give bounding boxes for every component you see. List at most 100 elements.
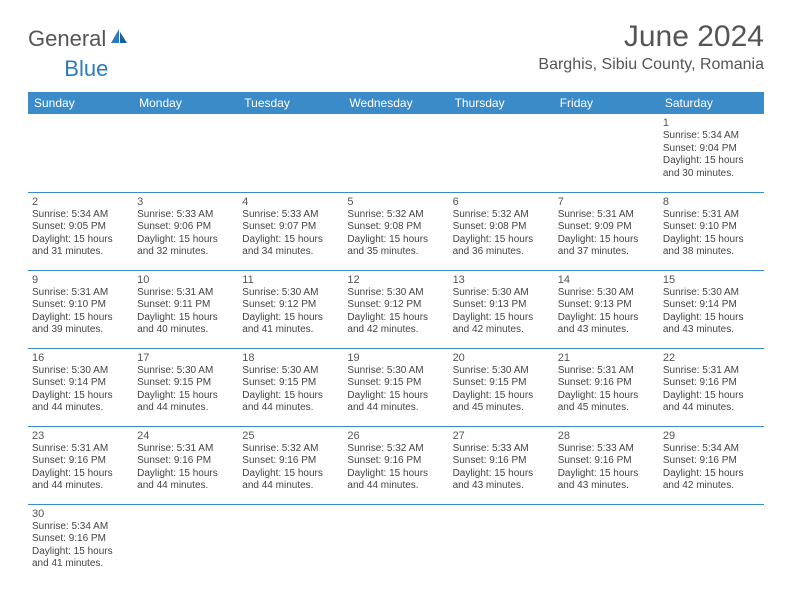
calendar-empty xyxy=(343,114,448,192)
day-number: 6 xyxy=(453,196,550,208)
calendar-day: 23Sunrise: 5:31 AMSunset: 9:16 PMDayligh… xyxy=(28,426,133,504)
day-info: Sunrise: 5:30 AMSunset: 9:15 PMDaylight:… xyxy=(137,365,234,415)
day-info: Sunrise: 5:31 AMSunset: 9:16 PMDaylight:… xyxy=(137,443,234,493)
calendar-day: 25Sunrise: 5:32 AMSunset: 9:16 PMDayligh… xyxy=(238,426,343,504)
day-number: 22 xyxy=(663,352,760,364)
day-number: 25 xyxy=(242,430,339,442)
calendar-day: 16Sunrise: 5:30 AMSunset: 9:14 PMDayligh… xyxy=(28,348,133,426)
calendar-empty xyxy=(554,114,659,192)
day-number: 8 xyxy=(663,196,760,208)
day-info: Sunrise: 5:31 AMSunset: 9:16 PMDaylight:… xyxy=(32,443,129,493)
calendar-empty xyxy=(133,504,238,582)
calendar-day: 22Sunrise: 5:31 AMSunset: 9:16 PMDayligh… xyxy=(659,348,764,426)
weekday-header: Sunday xyxy=(28,92,133,114)
logo-text-general: General xyxy=(28,26,106,52)
day-number: 1 xyxy=(663,117,760,129)
day-number: 15 xyxy=(663,274,760,286)
weekday-header: Thursday xyxy=(449,92,554,114)
day-number: 12 xyxy=(347,274,444,286)
day-number: 23 xyxy=(32,430,129,442)
weekday-header: Monday xyxy=(133,92,238,114)
day-info: Sunrise: 5:32 AMSunset: 9:08 PMDaylight:… xyxy=(453,209,550,259)
day-number: 17 xyxy=(137,352,234,364)
day-number: 19 xyxy=(347,352,444,364)
logo: General xyxy=(28,26,131,52)
day-info: Sunrise: 5:34 AMSunset: 9:16 PMDaylight:… xyxy=(663,443,760,493)
calendar-day: 30Sunrise: 5:34 AMSunset: 9:16 PMDayligh… xyxy=(28,504,133,582)
calendar-table: SundayMondayTuesdayWednesdayThursdayFrid… xyxy=(28,92,764,582)
calendar-day: 8Sunrise: 5:31 AMSunset: 9:10 PMDaylight… xyxy=(659,192,764,270)
calendar-day: 1Sunrise: 5:34 AMSunset: 9:04 PMDaylight… xyxy=(659,114,764,192)
calendar-empty xyxy=(449,504,554,582)
day-info: Sunrise: 5:33 AMSunset: 9:07 PMDaylight:… xyxy=(242,209,339,259)
calendar-day: 18Sunrise: 5:30 AMSunset: 9:15 PMDayligh… xyxy=(238,348,343,426)
day-number: 24 xyxy=(137,430,234,442)
calendar-row: 2Sunrise: 5:34 AMSunset: 9:05 PMDaylight… xyxy=(28,192,764,270)
calendar-empty xyxy=(238,504,343,582)
day-number: 3 xyxy=(137,196,234,208)
logo-text-blue: Blue xyxy=(64,56,108,82)
day-info: Sunrise: 5:31 AMSunset: 9:10 PMDaylight:… xyxy=(32,287,129,337)
calendar-day: 27Sunrise: 5:33 AMSunset: 9:16 PMDayligh… xyxy=(449,426,554,504)
weekday-header: Wednesday xyxy=(343,92,448,114)
calendar-body: 1Sunrise: 5:34 AMSunset: 9:04 PMDaylight… xyxy=(28,114,764,582)
day-info: Sunrise: 5:30 AMSunset: 9:15 PMDaylight:… xyxy=(347,365,444,415)
weekday-header: Friday xyxy=(554,92,659,114)
day-number: 11 xyxy=(242,274,339,286)
calendar-empty xyxy=(449,114,554,192)
calendar-empty xyxy=(554,504,659,582)
calendar-day: 19Sunrise: 5:30 AMSunset: 9:15 PMDayligh… xyxy=(343,348,448,426)
calendar-day: 6Sunrise: 5:32 AMSunset: 9:08 PMDaylight… xyxy=(449,192,554,270)
calendar-empty xyxy=(343,504,448,582)
day-info: Sunrise: 5:33 AMSunset: 9:16 PMDaylight:… xyxy=(453,443,550,493)
calendar-row: 9Sunrise: 5:31 AMSunset: 9:10 PMDaylight… xyxy=(28,270,764,348)
day-info: Sunrise: 5:30 AMSunset: 9:14 PMDaylight:… xyxy=(32,365,129,415)
day-number: 7 xyxy=(558,196,655,208)
weekday-header-row: SundayMondayTuesdayWednesdayThursdayFrid… xyxy=(28,92,764,114)
day-number: 20 xyxy=(453,352,550,364)
day-number: 28 xyxy=(558,430,655,442)
calendar-row: 1Sunrise: 5:34 AMSunset: 9:04 PMDaylight… xyxy=(28,114,764,192)
day-number: 21 xyxy=(558,352,655,364)
calendar-empty xyxy=(133,114,238,192)
day-number: 10 xyxy=(137,274,234,286)
weekday-header: Saturday xyxy=(659,92,764,114)
day-number: 27 xyxy=(453,430,550,442)
calendar-empty xyxy=(659,504,764,582)
day-number: 29 xyxy=(663,430,760,442)
calendar-day: 21Sunrise: 5:31 AMSunset: 9:16 PMDayligh… xyxy=(554,348,659,426)
day-number: 26 xyxy=(347,430,444,442)
day-number: 4 xyxy=(242,196,339,208)
day-number: 30 xyxy=(32,508,129,520)
day-info: Sunrise: 5:30 AMSunset: 9:13 PMDaylight:… xyxy=(453,287,550,337)
calendar-day: 20Sunrise: 5:30 AMSunset: 9:15 PMDayligh… xyxy=(449,348,554,426)
calendar-day: 13Sunrise: 5:30 AMSunset: 9:13 PMDayligh… xyxy=(449,270,554,348)
calendar-day: 7Sunrise: 5:31 AMSunset: 9:09 PMDaylight… xyxy=(554,192,659,270)
calendar-day: 12Sunrise: 5:30 AMSunset: 9:12 PMDayligh… xyxy=(343,270,448,348)
logo-sail-icon xyxy=(109,27,129,50)
calendar-day: 10Sunrise: 5:31 AMSunset: 9:11 PMDayligh… xyxy=(133,270,238,348)
calendar-day: 14Sunrise: 5:30 AMSunset: 9:13 PMDayligh… xyxy=(554,270,659,348)
day-info: Sunrise: 5:30 AMSunset: 9:14 PMDaylight:… xyxy=(663,287,760,337)
day-info: Sunrise: 5:32 AMSunset: 9:08 PMDaylight:… xyxy=(347,209,444,259)
day-info: Sunrise: 5:30 AMSunset: 9:12 PMDaylight:… xyxy=(242,287,339,337)
calendar-day: 15Sunrise: 5:30 AMSunset: 9:14 PMDayligh… xyxy=(659,270,764,348)
calendar-row: 30Sunrise: 5:34 AMSunset: 9:16 PMDayligh… xyxy=(28,504,764,582)
calendar-day: 3Sunrise: 5:33 AMSunset: 9:06 PMDaylight… xyxy=(133,192,238,270)
weekday-header: Tuesday xyxy=(238,92,343,114)
day-number: 18 xyxy=(242,352,339,364)
day-info: Sunrise: 5:34 AMSunset: 9:04 PMDaylight:… xyxy=(663,130,760,180)
calendar-row: 23Sunrise: 5:31 AMSunset: 9:16 PMDayligh… xyxy=(28,426,764,504)
day-info: Sunrise: 5:30 AMSunset: 9:15 PMDaylight:… xyxy=(242,365,339,415)
day-info: Sunrise: 5:31 AMSunset: 9:11 PMDaylight:… xyxy=(137,287,234,337)
day-info: Sunrise: 5:31 AMSunset: 9:09 PMDaylight:… xyxy=(558,209,655,259)
calendar-empty xyxy=(28,114,133,192)
day-number: 5 xyxy=(347,196,444,208)
day-info: Sunrise: 5:33 AMSunset: 9:16 PMDaylight:… xyxy=(558,443,655,493)
month-title: June 2024 xyxy=(538,20,764,54)
calendar-day: 2Sunrise: 5:34 AMSunset: 9:05 PMDaylight… xyxy=(28,192,133,270)
day-number: 2 xyxy=(32,196,129,208)
location: Barghis, Sibiu County, Romania xyxy=(538,56,764,74)
day-number: 14 xyxy=(558,274,655,286)
day-info: Sunrise: 5:34 AMSunset: 9:05 PMDaylight:… xyxy=(32,209,129,259)
